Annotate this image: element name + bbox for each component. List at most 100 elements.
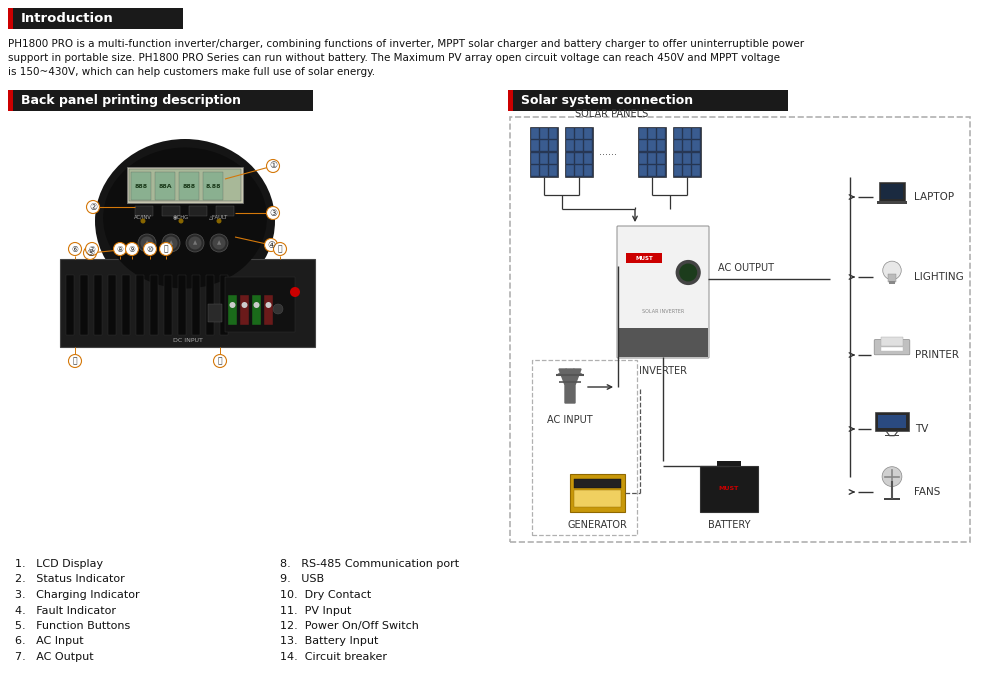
Circle shape — [264, 238, 277, 251]
FancyBboxPatch shape — [617, 226, 709, 358]
Bar — [80, 275, 88, 335]
Bar — [129, 169, 241, 201]
Bar — [122, 275, 130, 335]
Bar — [550, 128, 557, 139]
Circle shape — [84, 247, 97, 260]
Bar — [240, 295, 249, 325]
Text: ⑫: ⑫ — [277, 245, 282, 254]
Circle shape — [266, 207, 279, 220]
Text: AC INPUT: AC INPUT — [547, 415, 593, 425]
Bar — [8, 8, 13, 29]
Text: PRINTER: PRINTER — [915, 350, 959, 360]
Text: 2.   Status Indicator: 2. Status Indicator — [15, 574, 125, 585]
Bar — [508, 90, 513, 111]
Text: ①: ① — [268, 161, 277, 170]
Text: ②: ② — [89, 203, 97, 212]
Bar — [60, 259, 315, 347]
Bar — [648, 153, 656, 164]
Circle shape — [217, 218, 222, 223]
Text: ......: ...... — [599, 147, 617, 157]
Bar — [881, 184, 903, 199]
Circle shape — [242, 302, 248, 308]
Polygon shape — [559, 369, 581, 403]
Text: 14.  Circuit breaker: 14. Circuit breaker — [280, 652, 387, 662]
Bar — [575, 153, 583, 164]
Circle shape — [189, 236, 202, 249]
Text: 13.  Battery Input: 13. Battery Input — [280, 636, 378, 646]
Bar — [531, 140, 539, 151]
Bar — [136, 275, 144, 335]
Bar — [189, 206, 207, 216]
Bar — [648, 140, 656, 151]
Bar — [565, 127, 593, 177]
Bar — [8, 90, 13, 111]
Circle shape — [214, 354, 227, 368]
Text: 3.   Charging Indicator: 3. Charging Indicator — [15, 590, 140, 600]
Text: 8.   RS-485 Communication port: 8. RS-485 Communication port — [280, 559, 459, 569]
Text: ▲: ▲ — [145, 240, 149, 245]
Bar — [228, 295, 237, 325]
Bar — [208, 304, 222, 322]
Bar — [530, 127, 558, 177]
Bar — [566, 153, 574, 164]
Circle shape — [210, 234, 228, 252]
Text: ⑦: ⑦ — [89, 245, 96, 254]
Bar — [639, 128, 647, 139]
Text: 88A: 88A — [159, 183, 172, 188]
Bar — [550, 166, 557, 176]
Text: support in portable size. PH1800 PRO Series can run without battery. The Maximum: support in portable size. PH1800 PRO Ser… — [8, 53, 780, 63]
Bar — [684, 140, 691, 151]
Bar — [203, 172, 223, 200]
Circle shape — [265, 302, 271, 308]
Bar — [585, 153, 592, 164]
Bar — [700, 466, 758, 512]
Text: is 150~430V, which can help customers make full use of solar energy.: is 150~430V, which can help customers ma… — [8, 67, 375, 77]
Bar — [566, 140, 574, 151]
Bar — [888, 281, 895, 284]
Bar — [618, 328, 708, 357]
Bar — [162, 206, 180, 216]
Bar — [575, 128, 583, 139]
Circle shape — [253, 302, 259, 308]
Bar — [178, 275, 186, 335]
Bar — [674, 128, 682, 139]
Bar — [575, 166, 583, 176]
Circle shape — [676, 260, 701, 285]
Bar — [674, 140, 682, 151]
Bar — [550, 153, 557, 164]
Bar — [127, 167, 243, 203]
Bar — [135, 206, 153, 216]
Bar — [878, 414, 906, 428]
Bar — [881, 347, 903, 351]
Bar — [648, 128, 656, 139]
Bar — [585, 128, 592, 139]
Bar — [585, 166, 592, 176]
Text: DC INPUT: DC INPUT — [173, 339, 203, 344]
Text: MUST: MUST — [635, 256, 653, 261]
Text: MUST: MUST — [719, 486, 740, 491]
Bar — [540, 128, 548, 139]
FancyBboxPatch shape — [874, 339, 910, 354]
Text: INVERTER: INVERTER — [639, 366, 687, 376]
Text: 888: 888 — [183, 183, 196, 188]
Text: FANS: FANS — [913, 487, 940, 497]
Bar — [550, 140, 557, 151]
Bar — [566, 166, 574, 176]
Bar — [658, 128, 666, 139]
Bar — [164, 275, 172, 335]
Bar — [638, 127, 666, 177]
Bar — [674, 166, 682, 176]
Circle shape — [138, 234, 156, 252]
Bar — [658, 140, 666, 151]
Bar — [684, 153, 691, 164]
Bar — [108, 275, 116, 335]
Bar — [216, 206, 234, 216]
Circle shape — [69, 243, 82, 256]
Bar — [179, 172, 199, 200]
Bar — [693, 153, 701, 164]
Text: 4.   Fault Indicator: 4. Fault Indicator — [15, 605, 116, 616]
Circle shape — [162, 234, 180, 252]
Bar — [131, 172, 151, 200]
Text: 1.   LCD Display: 1. LCD Display — [15, 559, 103, 569]
Circle shape — [273, 243, 286, 256]
